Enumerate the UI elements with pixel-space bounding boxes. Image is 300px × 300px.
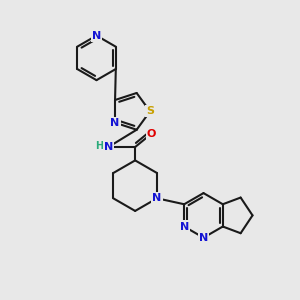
Text: O: O [147, 129, 156, 139]
Text: N: N [180, 221, 189, 232]
Text: N: N [152, 193, 162, 203]
Text: S: S [146, 106, 154, 116]
Text: N: N [110, 118, 120, 128]
Text: N: N [92, 31, 101, 40]
Text: N: N [199, 233, 208, 243]
Text: H: H [95, 140, 104, 151]
Text: N: N [104, 142, 113, 152]
